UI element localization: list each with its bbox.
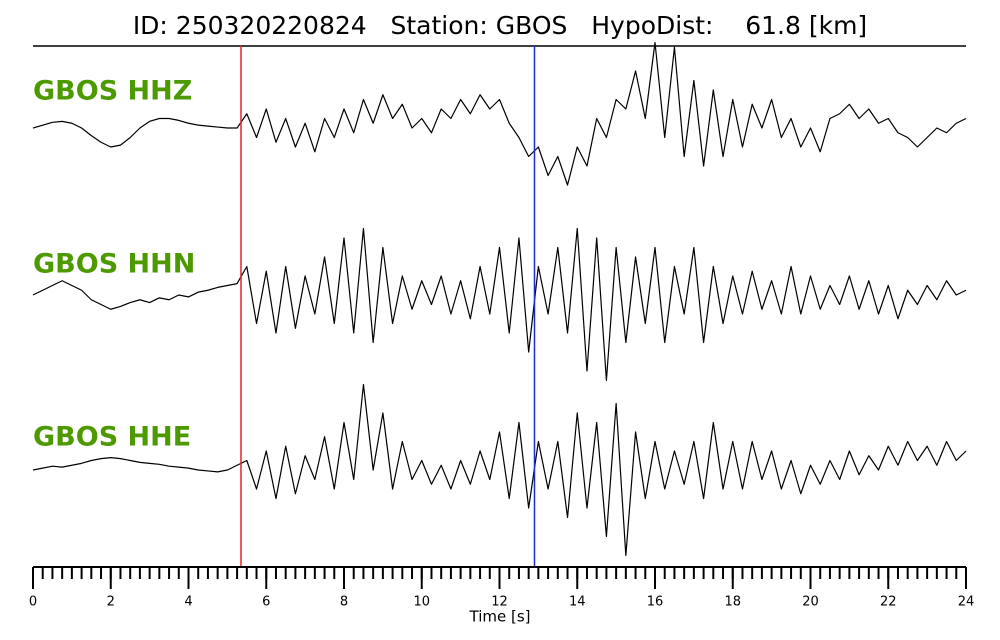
x-tick-label: 2 [107, 595, 115, 610]
x-tick-label: 22 [880, 595, 897, 610]
x-tick-label: 20 [802, 595, 819, 610]
waveform [32, 41, 967, 186]
x-tick-label: 4 [184, 595, 192, 610]
x-tick-label: 8 [340, 595, 348, 610]
x-axis-label: Time [s] [469, 608, 531, 626]
x-tick-label: 16 [647, 595, 664, 610]
x-tick-label: 0 [29, 595, 37, 610]
x-tick-label: 14 [569, 595, 586, 610]
waveform [32, 383, 967, 557]
x-tick-label: 6 [262, 595, 270, 610]
x-tick-label: 18 [724, 595, 741, 610]
x-tick-label: 12 [491, 595, 508, 610]
chart-title: ID: 250320220824 Station: GBOS HypoDist:… [133, 11, 867, 40]
trace-label: GBOS HHE [33, 422, 191, 453]
trace-label: GBOS HHN [33, 249, 195, 280]
x-tick-label: 10 [413, 595, 430, 610]
waveform [32, 227, 967, 382]
trace-label: GBOS HHZ [33, 76, 192, 107]
x-tick-label: 24 [958, 595, 975, 610]
